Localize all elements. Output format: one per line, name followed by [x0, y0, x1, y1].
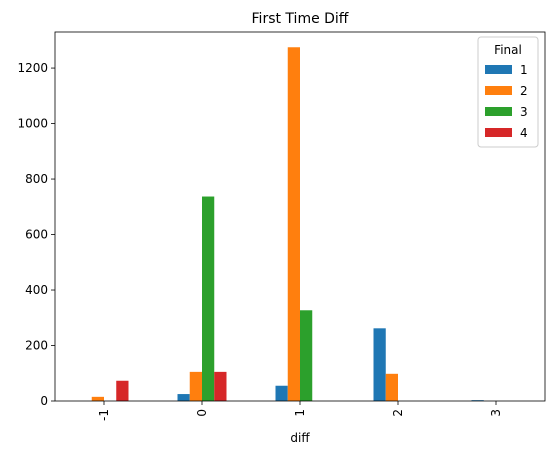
- chart-title: First Time Diff: [252, 11, 349, 27]
- bar-series-2-cat-0: [189, 371, 202, 401]
- bar-series-3-cat-1: [300, 310, 313, 401]
- legend-swatch-1: [485, 65, 512, 74]
- bar-series-1-cat-1: [275, 385, 288, 401]
- y-tick-label: 200: [25, 339, 48, 353]
- bars-group: [91, 47, 484, 401]
- legend-label-3: 3: [520, 105, 528, 119]
- x-axis: -1 0 1 2 3: [97, 401, 503, 421]
- x-tick-label: 2: [391, 409, 405, 417]
- x-tick-label: 1: [293, 409, 307, 417]
- bar-series-4-cat--1: [116, 380, 129, 401]
- legend-label-4: 4: [520, 126, 528, 140]
- y-tick-label: 800: [25, 172, 48, 186]
- plot-frame: [54, 31, 546, 402]
- bar-series-2-cat--1: [91, 396, 104, 401]
- y-tick-label: 600: [25, 228, 48, 242]
- legend-swatch-3: [485, 107, 512, 116]
- bar-series-2-cat-1: [287, 47, 300, 401]
- y-tick-label: 1200: [17, 61, 48, 75]
- bar-series-4-cat-0: [214, 371, 227, 401]
- bar-series-2-cat-2: [385, 373, 398, 401]
- y-axis: 0 200 400 600 800 1000 1200: [17, 61, 55, 408]
- legend-swatch-4: [485, 128, 512, 137]
- bar-series-1-cat-2: [373, 328, 386, 401]
- x-tick-label: 3: [489, 409, 503, 417]
- y-tick-label: 1000: [17, 117, 48, 131]
- y-tick-label: 0: [40, 394, 48, 408]
- legend-label-1: 1: [520, 63, 528, 77]
- x-tick-label: -1: [97, 409, 111, 421]
- bar-series-1-cat-3: [471, 400, 484, 401]
- y-tick-label: 400: [25, 283, 48, 297]
- legend-swatch-2: [485, 86, 512, 95]
- legend: Final 1 2 3 4: [477, 36, 539, 148]
- x-tick-label: 0: [195, 409, 209, 417]
- legend-title: Final: [494, 43, 522, 57]
- x-axis-label: diff: [290, 431, 310, 445]
- bar-series-1-cat-0: [177, 394, 190, 401]
- legend-label-2: 2: [520, 84, 528, 98]
- bar-series-3-cat-0: [202, 196, 215, 401]
